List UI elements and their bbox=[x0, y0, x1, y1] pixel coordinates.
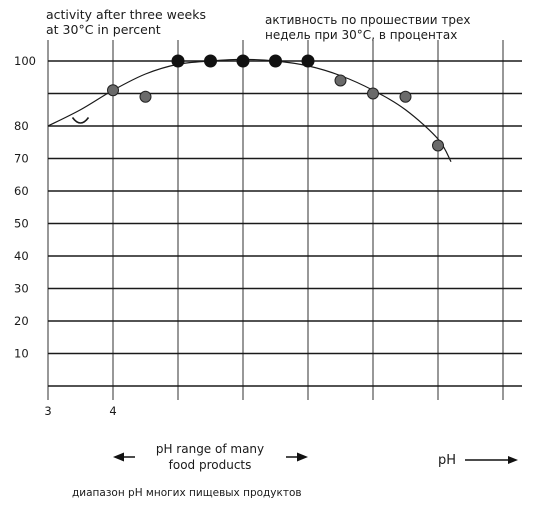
x-tick-label: 3 bbox=[44, 404, 51, 418]
title-ru-line-2: недель при 30°C, в процентах bbox=[265, 28, 457, 42]
x-tick-label: 4 bbox=[109, 404, 116, 418]
title-ru-line-1: активность по прошествии трех bbox=[265, 13, 470, 27]
range-label-en-line-1: pH range of many bbox=[156, 442, 264, 456]
range-arrowhead-right bbox=[297, 452, 308, 462]
x-axis-arrow bbox=[465, 456, 518, 464]
y-tick-label: 20 bbox=[14, 314, 29, 328]
activity-curve bbox=[47, 58, 452, 163]
grid bbox=[47, 40, 522, 400]
data-point bbox=[171, 54, 185, 68]
range-arrowhead-left bbox=[113, 452, 124, 462]
title-en-line-1: activity after three weeks bbox=[46, 7, 206, 22]
range-label-ru: диапазон рН многих пищевых продуктов bbox=[72, 487, 302, 499]
y-tick-label: 100 bbox=[14, 54, 36, 68]
y-tick-label: 80 bbox=[14, 119, 29, 133]
y-tick-label: 60 bbox=[14, 184, 29, 198]
y-tick-label: 40 bbox=[14, 249, 29, 263]
y-tick-labels: 100 80 70 60 50 40 30 20 10 bbox=[14, 54, 36, 361]
data-point bbox=[236, 54, 250, 68]
x-axis-label: pH bbox=[438, 453, 456, 468]
range-label-en-line-2: food products bbox=[169, 458, 252, 472]
data-point bbox=[139, 90, 152, 103]
data-point bbox=[399, 90, 412, 103]
data-point bbox=[107, 84, 119, 97]
data-point bbox=[269, 54, 282, 68]
data-point bbox=[301, 54, 315, 68]
data-point bbox=[367, 87, 379, 100]
y-tick-label: 30 bbox=[14, 282, 29, 296]
ph-range-indicator bbox=[113, 452, 308, 462]
y-tick-label: 70 bbox=[14, 152, 29, 166]
data-point bbox=[432, 139, 444, 152]
data-point bbox=[204, 54, 217, 68]
y-tick-label: 50 bbox=[14, 217, 29, 231]
y-tick-label: 10 bbox=[14, 347, 29, 361]
data-point bbox=[71, 117, 90, 124]
title-en-line-2: at 30°C in percent bbox=[46, 22, 161, 37]
data-point bbox=[334, 74, 347, 87]
data-points bbox=[71, 54, 444, 152]
